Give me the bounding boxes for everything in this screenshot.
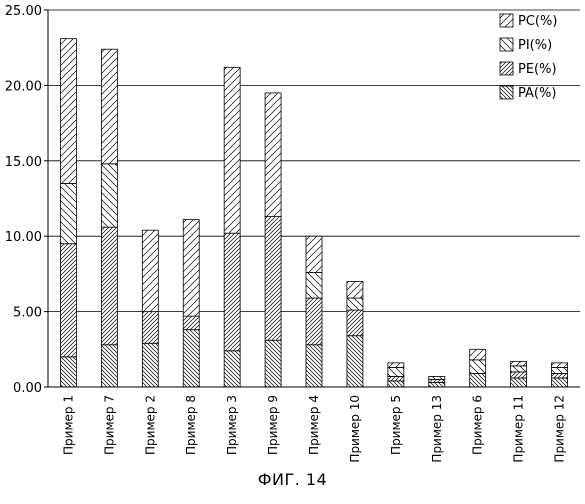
bar-segment xyxy=(511,372,527,378)
bar-segment xyxy=(306,236,322,272)
bar-segment xyxy=(511,378,527,387)
bar-segment xyxy=(347,281,363,298)
bar-segment xyxy=(265,340,281,387)
legend-label: PI(%) xyxy=(518,38,552,53)
x-tick-label: Пример 3 xyxy=(225,395,239,455)
bar-segment xyxy=(183,330,199,387)
bar-segment xyxy=(388,376,404,381)
bar-segment xyxy=(142,230,158,311)
bar-segment xyxy=(265,217,281,341)
bar-segment xyxy=(347,336,363,387)
bar-segment xyxy=(470,349,486,360)
legend-swatch xyxy=(500,86,513,99)
bars xyxy=(60,39,567,387)
x-tick-label: Пример 9 xyxy=(266,395,280,455)
bar-segment xyxy=(101,49,117,164)
bar-segment xyxy=(306,272,322,298)
bar-segment xyxy=(552,373,568,378)
x-tick-label: Пример 8 xyxy=(184,395,198,455)
bar-segment xyxy=(60,357,76,387)
y-tick-label: 5.00 xyxy=(13,306,42,321)
bar-segment xyxy=(552,363,568,368)
legend-label: PA(%) xyxy=(518,86,556,101)
bar-segment xyxy=(552,378,568,387)
bar-segment xyxy=(429,382,445,387)
x-axis-ticks: Пример 1 Пример 7 Пример 2 Пример 8 Пример 3… xyxy=(61,395,566,463)
legend-swatch xyxy=(500,62,513,75)
legend-label: PE(%) xyxy=(518,62,557,77)
x-tick-label: Пример 4 xyxy=(307,395,321,455)
y-tick-label: 25.00 xyxy=(5,4,42,19)
x-tick-label: Пример 2 xyxy=(143,395,157,455)
bar-segment xyxy=(347,310,363,336)
bar-segment xyxy=(306,298,322,345)
x-tick-label: Пример 1 xyxy=(61,395,75,455)
bar-segment xyxy=(552,367,568,373)
bar-segment xyxy=(142,312,158,344)
x-tick-label: Пример 10 xyxy=(348,395,362,463)
y-tick-label: 20.00 xyxy=(5,79,42,94)
bar-segment xyxy=(388,367,404,376)
y-axis-ticks: 0.00 5.00 10.00 15.00 20.00 25.00 xyxy=(5,4,48,396)
x-tick-label: Пример 12 xyxy=(553,395,567,463)
bar-segment xyxy=(101,345,117,387)
figure-caption: ФИГ. 14 xyxy=(0,470,585,489)
y-tick-label: 0.00 xyxy=(13,381,42,396)
bar-segment xyxy=(347,298,363,310)
bar-segment xyxy=(101,164,117,227)
bar-segment xyxy=(60,39,76,184)
bar-segment xyxy=(60,183,76,243)
x-tick-label: Пример 6 xyxy=(471,395,485,455)
x-tick-label: Пример 7 xyxy=(102,395,116,455)
bar-segment xyxy=(511,361,527,366)
bar-segment xyxy=(60,244,76,357)
bar-segment xyxy=(429,379,445,382)
y-tick-label: 10.00 xyxy=(5,230,42,245)
bar-segment xyxy=(306,345,322,387)
bar-segment xyxy=(183,220,199,317)
bar-segment xyxy=(470,373,486,387)
bar-segment xyxy=(224,351,240,387)
bar-segment xyxy=(265,93,281,217)
y-tick-label: 15.00 xyxy=(5,155,42,170)
bar-segment xyxy=(142,343,158,387)
legend-label: PC(%) xyxy=(518,14,557,29)
bar-segment xyxy=(224,67,240,233)
legend-swatch xyxy=(500,14,513,27)
bar-segment xyxy=(388,381,404,387)
bar-segment xyxy=(388,363,404,368)
x-tick-label: Пример 13 xyxy=(430,395,444,463)
bar-segment xyxy=(429,376,445,379)
legend: PC(%) PI(%) PE(%) PA(%) xyxy=(500,14,557,101)
legend-swatch xyxy=(500,38,513,51)
bar-segment xyxy=(101,227,117,345)
x-tick-label: Пример 5 xyxy=(389,395,403,455)
bar-segment xyxy=(224,233,240,351)
x-tick-label: Пример 11 xyxy=(512,395,526,463)
bar-segment xyxy=(511,366,527,372)
bar-segment xyxy=(470,360,486,374)
bar-segment xyxy=(183,316,199,330)
